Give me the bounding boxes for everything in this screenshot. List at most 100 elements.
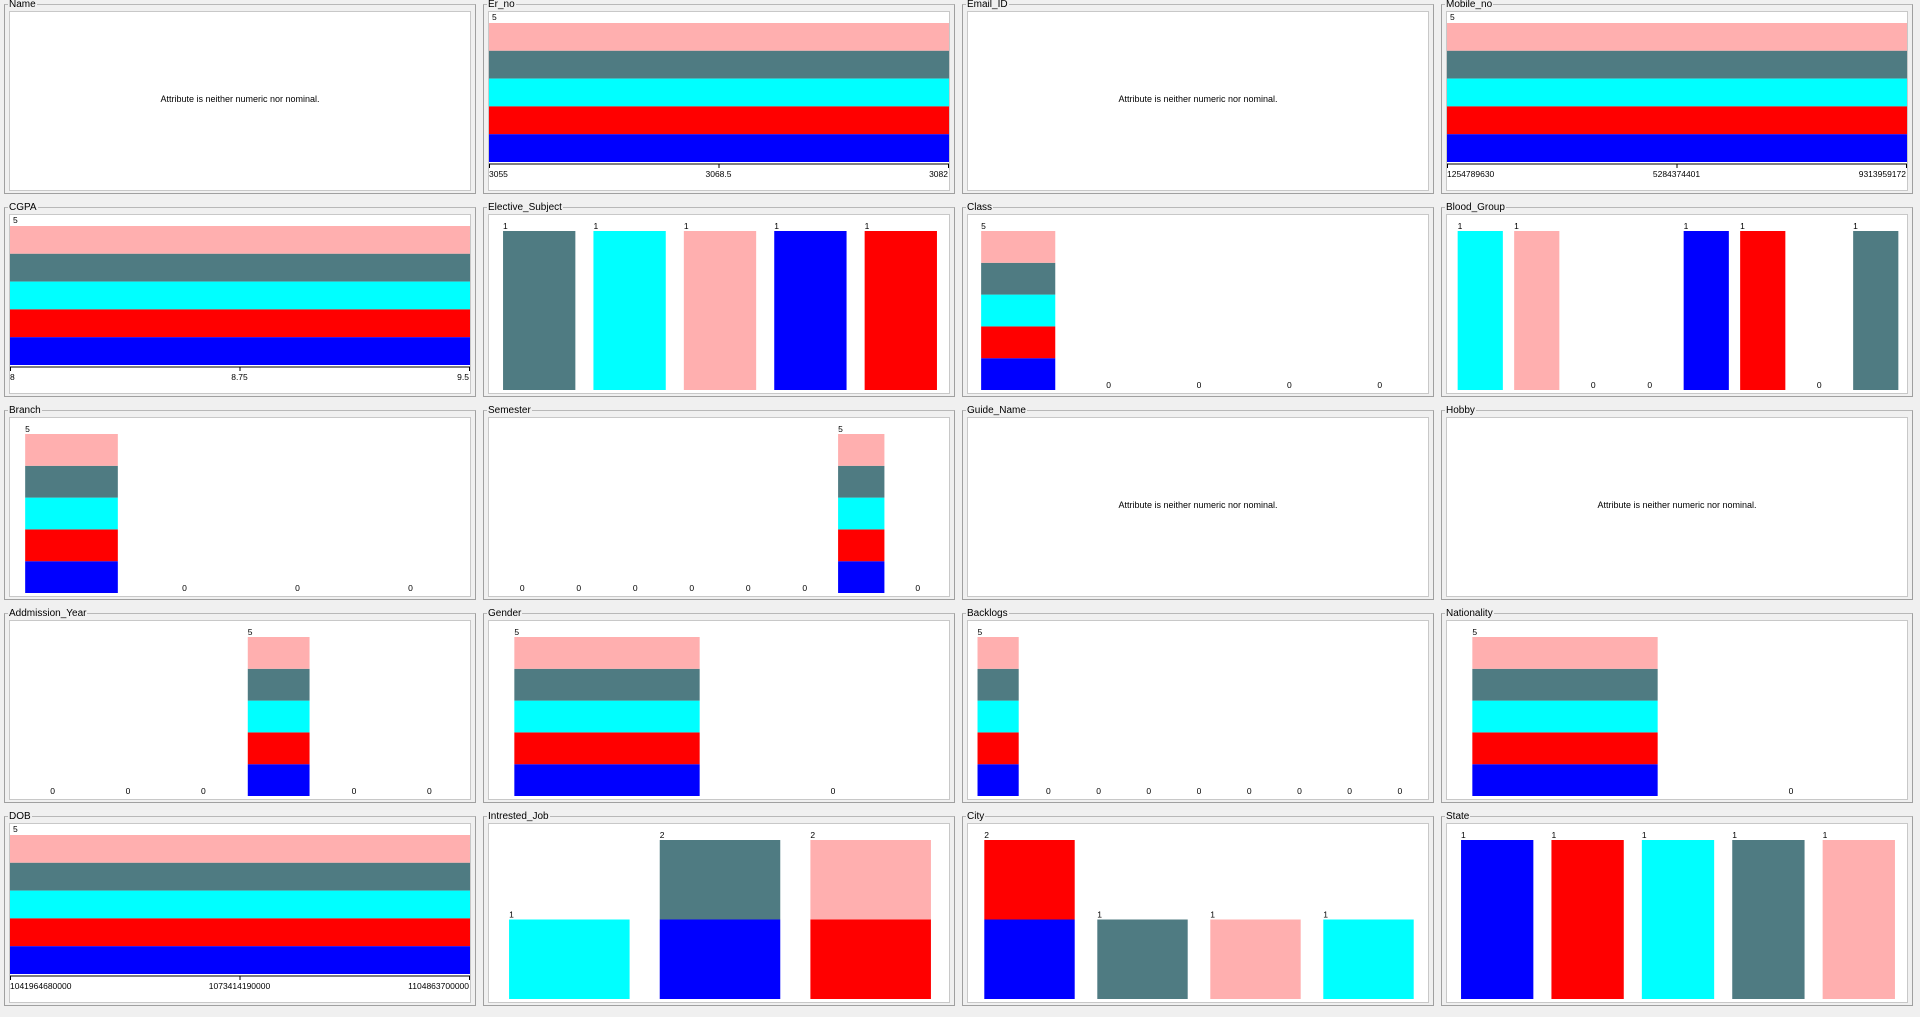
- attribute-panel-guide_name[interactable]: Guide_Name Attribute is neither numeric n…: [962, 405, 1434, 600]
- panel-title: Branch: [8, 405, 42, 417]
- histogram-bar-segment-blue: [10, 946, 470, 974]
- bar-count-label: 0: [1647, 380, 1652, 390]
- attribute-panel-backlogs[interactable]: Backlogs 5 0 0 0 0 0 0 0 0: [962, 608, 1434, 803]
- attribute-panel-state[interactable]: State 1 1 1 1 1: [1441, 811, 1913, 1006]
- histogram-plot[interactable]: 1 1 1 1 1: [1446, 823, 1908, 1003]
- histogram-bar-segment-pink: [810, 840, 931, 920]
- numeric-histogram: 5 3055 3068.5 3082: [489, 12, 949, 179]
- panel-title: Semester: [487, 405, 532, 417]
- histogram-bar-segment-blue: [514, 764, 700, 796]
- attribute-panel-elective_subject[interactable]: Elective_Subject 1 1 1 1 1: [483, 202, 955, 397]
- bar-count-label: 1: [684, 221, 689, 231]
- attribute-panel-gender[interactable]: Gender 5 0: [483, 608, 955, 803]
- bar-count-label: 1: [865, 221, 870, 231]
- histogram-bar-segment-blue: [977, 764, 1019, 796]
- panel-title: CGPA: [8, 202, 38, 214]
- attribute-panel-addmission_year[interactable]: Addmission_Year 0 0 0 5 0 0: [4, 608, 476, 803]
- attribute-panel-hobby[interactable]: Hobby Attribute is neither numeric nor no…: [1441, 405, 1913, 600]
- attribute-panel-mobile_no[interactable]: Mobile_no 5 1254789630 5284374401 9313959172: [1441, 0, 1913, 194]
- attribute-panel-city[interactable]: City 2 1 1 1: [962, 811, 1434, 1006]
- histogram-plot[interactable]: 5 3055 3068.5 3082: [488, 11, 950, 191]
- bar-count-label: 1: [509, 910, 514, 920]
- bar-count-label: 0: [126, 786, 131, 796]
- bar-count-label: 1: [1551, 830, 1556, 840]
- histogram-plot[interactable]: 5 0 0 0: [9, 417, 471, 597]
- histogram-plot[interactable]: 5 1254789630 5284374401 9313959172: [1446, 11, 1908, 191]
- bar-count-label: 2: [984, 830, 989, 840]
- bar-count-label: 0: [1197, 380, 1202, 390]
- histogram-bar-segment-teal: [10, 862, 470, 891]
- histogram-bar-segment-red: [247, 732, 310, 765]
- histogram-bar-segment-red: [984, 840, 1075, 920]
- bar-count-label: 0: [1287, 380, 1292, 390]
- histogram-plot[interactable]: 5 1041964680000 1073414190000 1104863700000: [9, 823, 471, 1003]
- attribute-panel-blood_group[interactable]: Blood_Group 1 1 0 0 1 1 0 1: [1441, 202, 1913, 397]
- histogram-plot[interactable]: 5 0 0 0 0: [967, 214, 1429, 394]
- panel-frame: [4, 4, 476, 194]
- attribute-panel-branch[interactable]: Branch 5 0 0 0: [4, 405, 476, 600]
- count-label: 5: [13, 215, 18, 225]
- nominal-histogram: 50: [1472, 627, 1794, 796]
- bar-count-label: 0: [1297, 786, 1302, 796]
- histogram-plot[interactable]: Attribute is neither numeric nor nominal…: [967, 11, 1429, 191]
- numeric-histogram: 5 1254789630 5284374401 9313959172: [1447, 12, 1907, 179]
- histogram-bar-segment-pink: [514, 637, 700, 669]
- non-numeric-message: Attribute is neither numeric nor nominal…: [160, 94, 320, 104]
- histogram-plot[interactable]: 0 0 0 5 0 0: [9, 620, 471, 800]
- attribute-panel-email_id[interactable]: Email_ID Attribute is neither numeric nor…: [962, 0, 1434, 194]
- count-label: 5: [13, 824, 18, 834]
- histogram-bar-segment-blue: [1683, 231, 1729, 390]
- bar-count-label: 0: [1197, 786, 1202, 796]
- bar-count-label: 5: [25, 424, 30, 434]
- panel-frame: [483, 4, 955, 194]
- attribute-panel-class[interactable]: Class 5 0 0 0 0: [962, 202, 1434, 397]
- bar-count-label: 0: [689, 583, 694, 593]
- histogram-bar-segment-pink: [247, 637, 310, 669]
- attribute-panel-name[interactable]: Name Attribute is neither numeric nor nom…: [4, 0, 476, 194]
- attribute-panel-intrested_job[interactable]: Intrested_Job 1 2 2: [483, 811, 955, 1006]
- histogram-plot[interactable]: Attribute is neither numeric nor nominal…: [9, 11, 471, 191]
- bar-count-label: 1: [593, 221, 598, 231]
- bar-count-label: 2: [660, 830, 665, 840]
- histogram-plot[interactable]: 0 0 0 0 0 0 5 0: [488, 417, 950, 597]
- histogram-bar-segment-red: [1740, 231, 1786, 390]
- histogram-plot[interactable]: 2 1 1 1: [967, 823, 1429, 1003]
- histogram-bar-segment-cyan: [977, 700, 1019, 733]
- panel-title: Hobby: [1445, 405, 1476, 417]
- histogram-bar-segment-blue: [1447, 134, 1907, 162]
- histogram-bar-segment-blue: [10, 337, 470, 365]
- nominal-histogram: 5 0 0 0 0 0 0 0 0: [977, 627, 1403, 796]
- histogram-plot[interactable]: 1 2 2: [488, 823, 950, 1003]
- bar-count-label: 0: [1347, 786, 1352, 796]
- attribute-panel-semester[interactable]: Semester 0 0 0 0 0 0 5 0: [483, 405, 955, 600]
- histogram-bar-segment-teal: [838, 465, 885, 498]
- panel-frame: [483, 816, 955, 1006]
- histogram-bar-segment-blue: [774, 231, 847, 390]
- nominal-histogram: 5 0 0 0: [25, 424, 413, 593]
- panel-frame: [4, 207, 476, 397]
- histogram-bar-segment-pink: [1514, 231, 1560, 390]
- histogram-plot[interactable]: 1 1 1 1 1: [488, 214, 950, 394]
- attribute-panel-er_no[interactable]: Er_no 5 3055 3068.5 3082: [483, 0, 955, 194]
- bar-count-label: 5: [248, 627, 253, 637]
- histogram-plot[interactable]: 5 8 8.75 9.5: [9, 214, 471, 394]
- panel-title: Addmission_Year: [8, 608, 88, 620]
- histogram-bar-segment-red: [864, 231, 937, 390]
- histogram-bar-segment-teal: [1732, 840, 1805, 999]
- nominal-histogram: 50: [514, 627, 836, 796]
- attribute-panel-cgpa[interactable]: CGPA 5 8 8.75 9.5: [4, 202, 476, 397]
- histogram-bar-segment-teal: [1853, 231, 1899, 390]
- histogram-plot[interactable]: Attribute is neither numeric nor nominal…: [967, 417, 1429, 597]
- histogram-plot[interactable]: 5 0 0 0 0 0 0 0 0: [967, 620, 1429, 800]
- histogram-bar-segment-teal: [489, 50, 949, 79]
- histogram-plot[interactable]: 1 1 0 0 1 1 0 1: [1446, 214, 1908, 394]
- attribute-panel-nationality[interactable]: Nationality 5 0: [1441, 608, 1913, 803]
- attribute-panel-dob[interactable]: DOB 5 1041964680000 1073414190000 1104863700…: [4, 811, 476, 1006]
- histogram-bar-segment-teal: [514, 668, 700, 701]
- bar-count-label: 0: [746, 583, 751, 593]
- x-axis-tick-label: 8: [10, 372, 15, 382]
- histogram-bar-segment-red: [810, 919, 931, 999]
- histogram-plot[interactable]: Attribute is neither numeric nor nominal…: [1446, 417, 1908, 597]
